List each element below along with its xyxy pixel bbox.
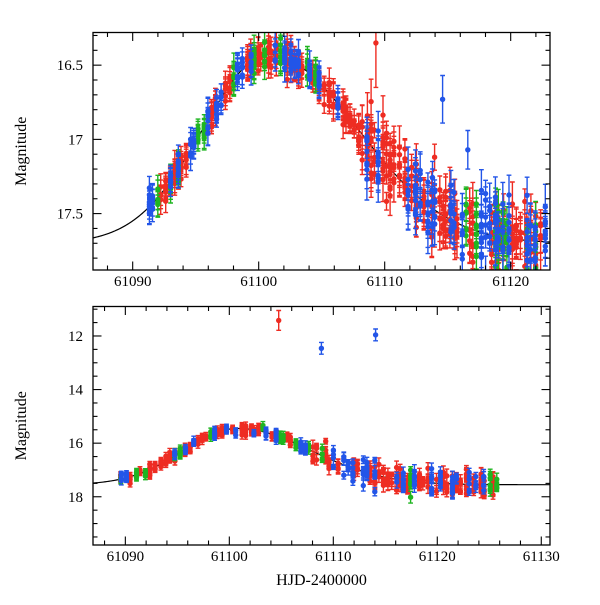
svg-text:Magnitude: Magnitude xyxy=(13,117,30,186)
svg-text:Magnitude: Magnitude xyxy=(13,391,30,460)
svg-text:16: 16 xyxy=(68,436,84,452)
svg-text:61100: 61100 xyxy=(211,549,248,565)
svg-text:61090: 61090 xyxy=(107,549,145,565)
svg-text:HJD-2400000: HJD-2400000 xyxy=(276,572,367,589)
svg-text:61120: 61120 xyxy=(492,274,529,290)
svg-text:61100: 61100 xyxy=(240,274,277,290)
svg-text:61110: 61110 xyxy=(366,274,402,290)
svg-text:12: 12 xyxy=(68,329,83,345)
svg-text:17: 17 xyxy=(68,132,84,148)
svg-text:61130: 61130 xyxy=(523,549,560,565)
svg-text:16.5: 16.5 xyxy=(57,58,83,74)
svg-text:17.5: 17.5 xyxy=(57,207,83,223)
svg-text:61110: 61110 xyxy=(315,549,351,565)
svg-text:18: 18 xyxy=(68,490,83,506)
svg-text:61090: 61090 xyxy=(114,274,152,290)
svg-text:14: 14 xyxy=(68,383,84,399)
svg-text:61120: 61120 xyxy=(419,549,456,565)
